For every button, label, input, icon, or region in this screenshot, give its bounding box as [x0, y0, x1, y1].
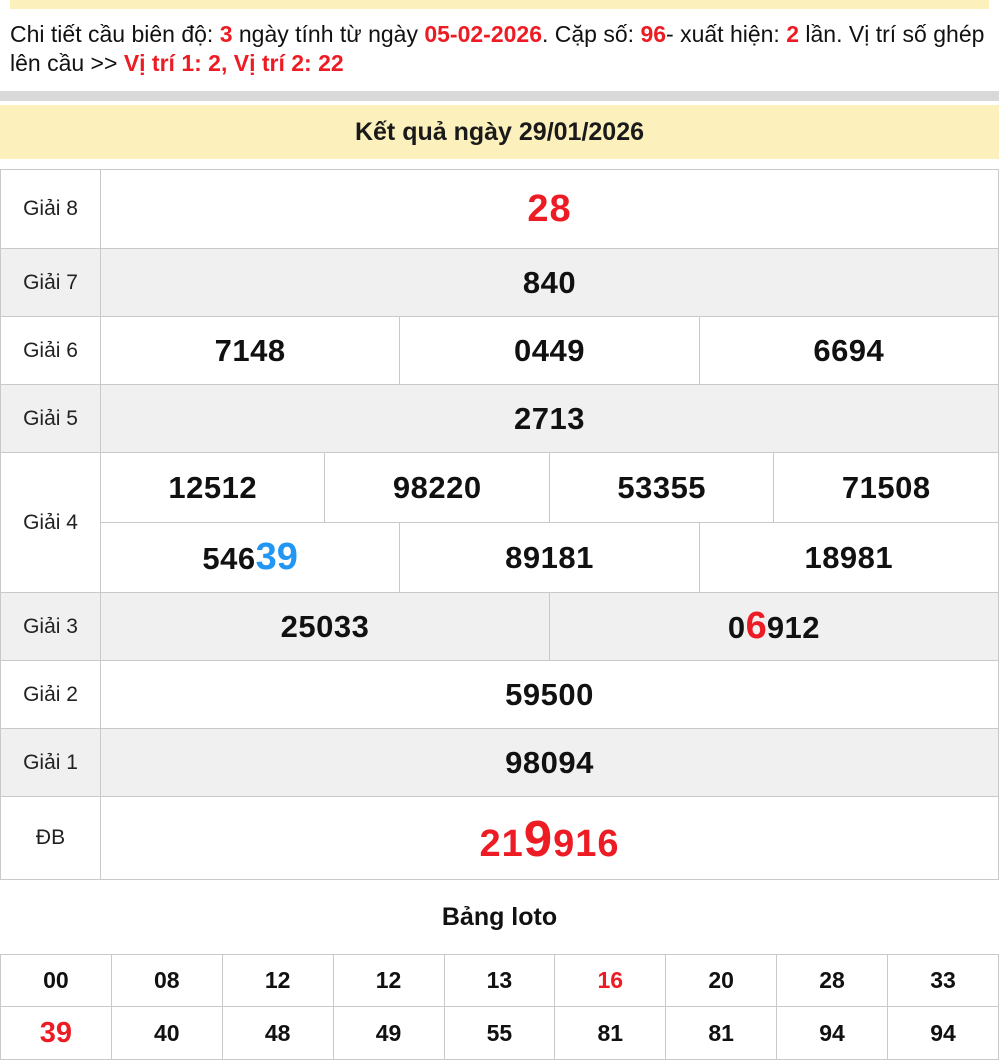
- prize-row-4b: 54639 89181 18981: [1, 522, 999, 593]
- loto-table-title: Bảng loto: [441, 903, 558, 931]
- header-segment-pair: 96: [640, 21, 667, 47]
- loto-cell: 48: [221, 1006, 334, 1060]
- loto-row-2: 39 40 48 49 55 81 81 94 94: [0, 1006, 999, 1060]
- prize-value-cell: 28: [100, 169, 999, 249]
- prize4-value-4: 71508: [841, 469, 931, 505]
- prize4-value-6: 89181: [505, 539, 594, 575]
- prize-value-cell: 98094: [100, 728, 999, 797]
- prize8-value: 28: [527, 187, 572, 230]
- prize-value-cell: 12512: [99, 452, 326, 523]
- prize4-value-7: 18981: [804, 539, 894, 575]
- prize-label-4: Giải 4: [0, 452, 101, 593]
- prize-value-cell: 18981: [698, 522, 999, 593]
- header-segment: - xuất hiện:: [666, 21, 787, 47]
- prize-row-6: Giải 6 7148 0449 6694: [0, 316, 999, 385]
- loto-cell: 94: [776, 1006, 888, 1060]
- prize-value-cell: 219916: [100, 796, 999, 880]
- loto-cell: 13: [443, 954, 556, 1007]
- prize6-value-2: 0449: [513, 332, 585, 368]
- loto-cell: 81: [554, 1006, 667, 1060]
- header-segment: Chi tiết cầu biên độ:: [10, 21, 220, 47]
- prize3-value-2-prefix: 0: [727, 610, 746, 645]
- prize-value-cell: 0449: [399, 316, 700, 385]
- prize4-value-5-prefix: 546: [202, 541, 256, 576]
- prize4-value-1: 12512: [168, 469, 258, 505]
- prize-value-cell: 53355: [548, 452, 775, 523]
- result-date-title: Kết quả ngày 29/01/2026: [354, 117, 645, 146]
- prize6-value-3: 6694: [813, 332, 885, 368]
- loto-cell: 12: [332, 954, 445, 1007]
- loto-cell: 40: [110, 1006, 223, 1060]
- prize-row-5: Giải 5 2713: [0, 384, 999, 453]
- prize-value-cell: 71508: [773, 452, 999, 523]
- prize-row-7: Giải 7 840: [0, 248, 999, 317]
- prize1-value: 98094: [505, 744, 594, 780]
- prize-value-cell: 89181: [399, 522, 700, 593]
- prize7-value: 840: [522, 264, 577, 300]
- header-segment-date: 05-02-2026: [424, 21, 542, 47]
- prize-row-2: Giải 2 59500: [0, 660, 999, 729]
- loto-cell: 08: [110, 954, 223, 1007]
- bridge-detail-text: Chi tiết cầu biên độ: 3 ngày tính từ ngà…: [0, 9, 999, 91]
- header-segment: lần. Vị trí số ghép lên cầu >>: [10, 21, 985, 76]
- gray-divider: [0, 91, 999, 101]
- prize2-value: 59500: [505, 676, 594, 712]
- prize-label-db: ĐB: [0, 796, 101, 880]
- header-segment-count: 2: [786, 21, 800, 47]
- db-value-prefix: 21: [479, 822, 524, 865]
- prize-row-1: Giải 1 98094: [0, 728, 999, 797]
- header-segment: . Cặp số:: [542, 21, 641, 47]
- prize-value-cell: 840: [100, 248, 999, 317]
- prize-label-8: Giải 8: [0, 169, 101, 249]
- top-yellow-strip: [10, 0, 989, 9]
- loto-cell: 28: [776, 954, 888, 1007]
- prize-value-cell: 98220: [324, 452, 550, 523]
- prize3-value-1: 25033: [280, 608, 370, 644]
- result-date-banner: Kết quả ngày 29/01/2026: [0, 105, 999, 159]
- loto-cell-highlighted: 16: [554, 954, 667, 1007]
- prize-value-cell: 06912: [548, 592, 999, 661]
- loto-cell: 12: [221, 954, 334, 1007]
- prize-value-cell: 59500: [100, 660, 999, 729]
- prize-row-db: ĐB 219916: [0, 796, 999, 880]
- loto-table: 00 08 12 12 13 16 20 28 33 39 40 48 49 5…: [0, 954, 999, 1060]
- prize5-value: 2713: [514, 400, 585, 436]
- db-value-big-digit: 9: [523, 809, 554, 867]
- loto-cell: 81: [665, 1006, 778, 1060]
- prize-label-7: Giải 7: [0, 248, 101, 317]
- prize-row-4a: Giải 4 12512 98220 53355 71508: [0, 452, 999, 593]
- prize3-value-2-suffix: 912: [766, 610, 821, 645]
- prize-row-8: Giải 8 28: [0, 169, 999, 249]
- loto-cell: 33: [887, 954, 999, 1007]
- prize-value-cell: 7148: [99, 316, 401, 385]
- prize-label-5: Giải 5: [0, 384, 101, 453]
- prize4-value-2: 98220: [392, 469, 482, 505]
- prize6-value-1: 7148: [214, 332, 286, 368]
- db-value-suffix: 916: [553, 822, 620, 865]
- results-table: Giải 8 28 Giải 7 840 Giải 6 7148 0449 66…: [0, 169, 999, 880]
- loto-cell: 00: [0, 954, 112, 1007]
- prize-value-cell: 2713: [100, 384, 999, 453]
- header-segment: ngày tính từ ngày: [232, 21, 425, 47]
- loto-row-1: 00 08 12 12 13 16 20 28 33: [0, 954, 999, 1007]
- loto-cell-highlighted: 39: [0, 1006, 112, 1060]
- prize-value-cell: 6694: [698, 316, 999, 385]
- header-segment-positions: Vị trí 1: 2, Vị trí 2: 22: [123, 50, 344, 76]
- prize-value-cell: 54639: [99, 522, 401, 593]
- loto-cell: 94: [887, 1006, 999, 1060]
- prize3-value-2-highlight: 6: [745, 605, 767, 647]
- prize-row-3: Giải 3 25033 06912: [0, 592, 999, 661]
- loto-cell: 49: [332, 1006, 445, 1060]
- loto-cell: 55: [443, 1006, 556, 1060]
- prize4-value-3: 53355: [617, 469, 707, 505]
- loto-cell: 20: [665, 954, 778, 1007]
- header-segment-highlight: 3: [219, 21, 233, 47]
- prize-label-3: Giải 3: [0, 592, 101, 661]
- prize-label-1: Giải 1: [0, 728, 101, 797]
- prize-label-6: Giải 6: [0, 316, 101, 385]
- prize-label-2: Giải 2: [0, 660, 101, 729]
- prize4-value-5-highlight: 39: [255, 536, 298, 578]
- prize-value-cell: 25033: [100, 592, 550, 661]
